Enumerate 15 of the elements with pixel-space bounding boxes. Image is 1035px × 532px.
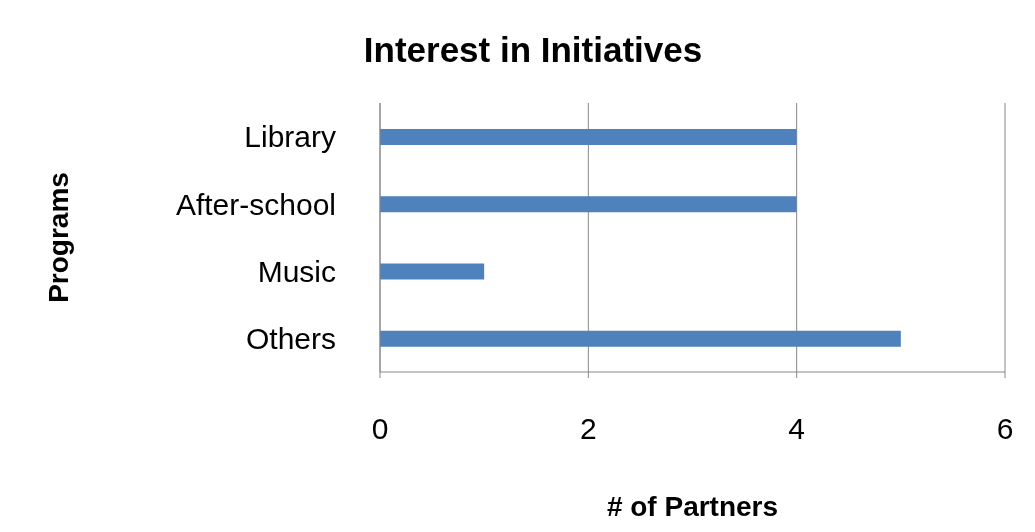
x-tick-label: 0: [371, 412, 389, 446]
bar: [380, 129, 797, 145]
bar: [380, 263, 485, 280]
x-tick-label: 4: [788, 412, 806, 446]
y-tick-label: Music: [257, 254, 336, 288]
x-tick-label: 6: [996, 412, 1014, 446]
x-axis-title: # of Partners: [606, 491, 779, 522]
bar: [380, 196, 797, 213]
bar: [380, 330, 901, 347]
x-tick-label: 2: [579, 412, 597, 446]
y-tick-label: Others: [245, 322, 336, 356]
y-axis-title: Programs: [42, 172, 74, 303]
y-tick-label: Library: [244, 120, 336, 154]
y-tick-label: After-school: [175, 187, 336, 221]
chart-title: Interest in Initiatives: [362, 30, 704, 70]
